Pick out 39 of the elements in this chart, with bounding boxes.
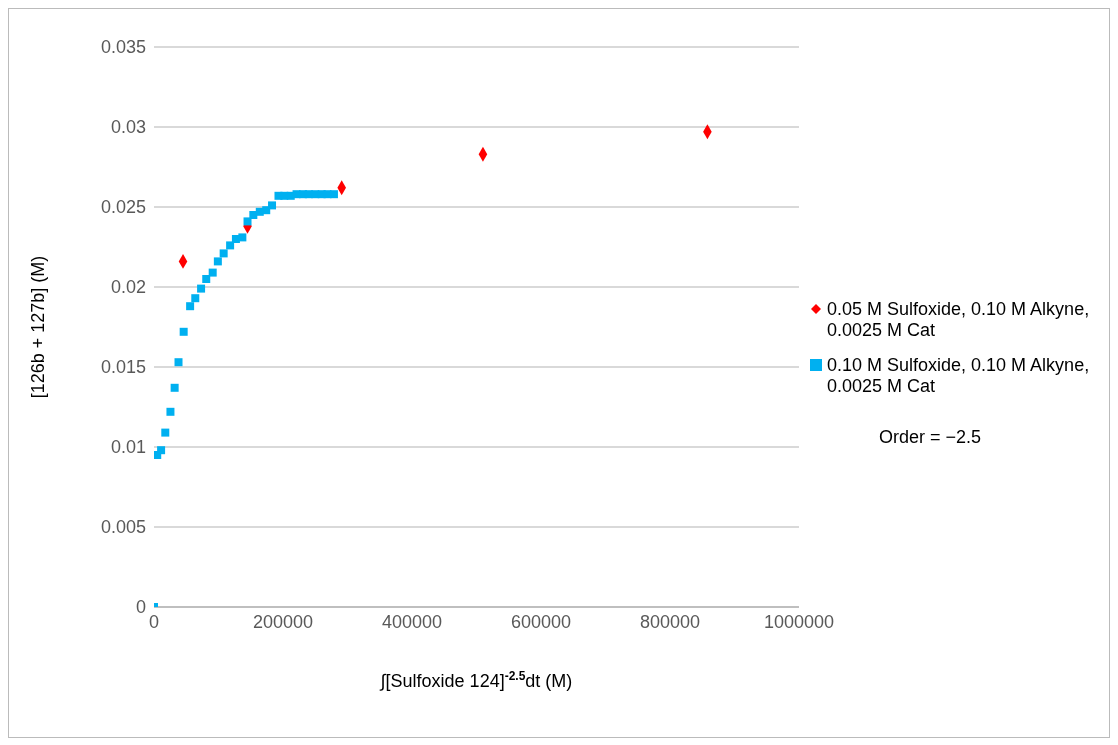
point — [268, 201, 277, 210]
x-tick-label: 800000 — [639, 611, 701, 632]
y-tick-label: 0.015 — [100, 357, 146, 378]
point — [197, 284, 206, 293]
x-tick-label: 1000000 — [763, 611, 835, 632]
point — [157, 446, 166, 455]
point — [208, 268, 217, 277]
point — [161, 428, 170, 437]
legend-label: 0.05 M Sulfoxide, 0.10 M Alkyne, 0.0025 M Cat — [827, 298, 1091, 341]
y-tick-label: 0 — [135, 597, 146, 618]
x-tick-label: 0 — [148, 611, 160, 632]
point — [179, 327, 188, 336]
text: Order = −2.5 — [879, 426, 983, 448]
x-tick-label: 200000 — [252, 611, 314, 632]
point — [238, 233, 247, 242]
point — [213, 257, 222, 266]
point — [329, 190, 338, 199]
point — [226, 241, 235, 250]
y-tick-label: 0.02 — [110, 277, 146, 298]
point — [262, 206, 271, 215]
y-axis-title: [126b + 127b] (M) — [28, 255, 48, 399]
point — [249, 211, 258, 219]
point — [191, 294, 200, 303]
y-tick-label: 0.005 — [100, 517, 146, 538]
y-tick-label: 0.03 — [110, 117, 146, 138]
point — [202, 275, 211, 283]
x-axis-title: ∫[Sulfoxide 124]$^{-2.5}$dt (M) — [378, 669, 573, 691]
point — [174, 358, 183, 367]
x-tick-label: 600000 — [510, 611, 572, 632]
point — [219, 249, 228, 258]
x-tick-label: 400000 — [381, 611, 443, 632]
point — [170, 383, 179, 392]
y-tick-label: 0.025 — [100, 197, 146, 218]
y-tick-label: 0.01 — [110, 437, 146, 458]
y-tick-label: 0.035 — [100, 37, 146, 58]
point — [186, 302, 195, 311]
legend-label: 0.10 M Sulfoxide, 0.10 M Alkyne, 0.0025 M Cat — [827, 354, 1091, 397]
point — [243, 217, 252, 226]
point — [166, 407, 175, 416]
